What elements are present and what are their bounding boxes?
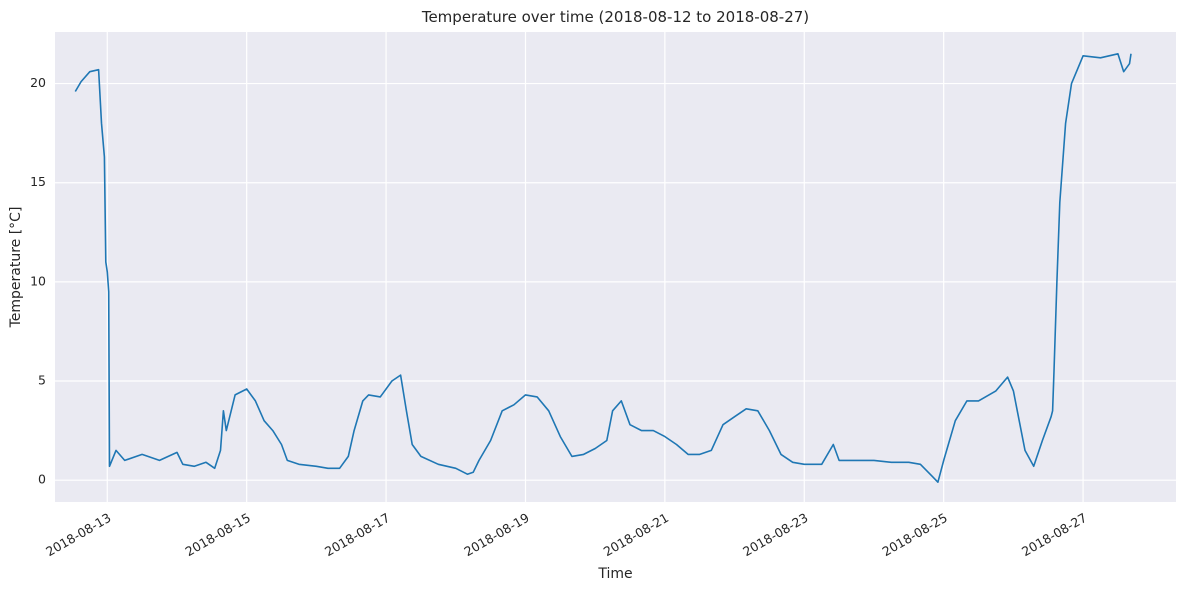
y-axis-label: Temperature [°C] (8, 207, 24, 329)
x-tick-label: 2018-08-25 (880, 510, 950, 559)
x-tick-label: 2018-08-15 (183, 510, 253, 559)
temperature-series-line (74, 53, 1132, 483)
x-tick-label: 2018-08-19 (461, 510, 531, 559)
y-tick-label: 5 (38, 373, 46, 388)
x-tick-label: 2018-08-27 (1019, 510, 1089, 559)
x-tick-labels: 2018-08-13 2018-08-15 2018-08-17 2018-08-19… (43, 510, 1089, 559)
x-axis-label: Time (597, 566, 632, 582)
y-tick-label: 15 (30, 174, 46, 189)
x-tick-label: 2018-08-13 (43, 510, 113, 559)
x-tick-label: 2018-08-17 (322, 510, 392, 559)
x-tick-label: 2018-08-23 (740, 510, 810, 559)
chart-title: Temperature over time (2018-08-12 to 201… (421, 8, 809, 26)
y-tick-label: 10 (30, 273, 46, 288)
y-tick-labels: 0 5 10 15 20 (30, 75, 46, 487)
plot-area (55, 32, 1176, 502)
series-layer (74, 53, 1132, 483)
gridlines (55, 32, 1176, 502)
x-tick-label: 2018-08-21 (601, 510, 671, 559)
y-tick-label: 0 (38, 472, 46, 487)
y-tick-label: 20 (30, 75, 46, 90)
